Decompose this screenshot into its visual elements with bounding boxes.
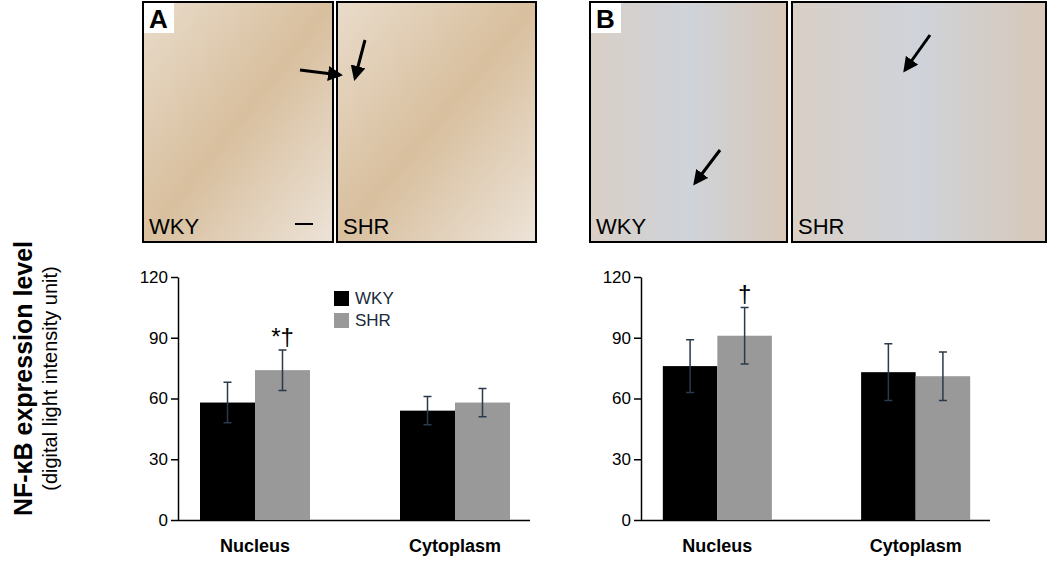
bar xyxy=(400,411,455,520)
micrograph-image xyxy=(337,2,536,242)
series xyxy=(717,307,970,520)
y-axis-title: (digital light intensity unit) xyxy=(39,266,61,491)
micrograph-panel: WKY A SHR xyxy=(143,2,536,242)
y-tick-label: 120 xyxy=(140,268,168,287)
series xyxy=(200,382,455,520)
y-tick-mark xyxy=(171,459,178,461)
plot-area xyxy=(200,350,510,520)
error-bar xyxy=(884,344,892,401)
chart: 0 30 60 90 120 Nucleus Cytoplasm *† WKY SHR xyxy=(140,268,530,556)
y-axis: 0 30 60 90 120 xyxy=(603,268,642,530)
micrograph-image xyxy=(143,2,333,242)
bar xyxy=(455,403,510,520)
error-bar xyxy=(424,396,432,424)
y-tick-mark xyxy=(634,459,641,461)
legend-label: SHR xyxy=(355,311,391,330)
scale-bar xyxy=(295,223,313,225)
y-tick-label: 90 xyxy=(612,329,631,348)
y-tick: 90 xyxy=(149,329,178,348)
y-axis: 0 30 60 90 120 xyxy=(140,268,179,530)
error-bar xyxy=(479,388,487,416)
plot-area xyxy=(663,307,970,520)
y-tick-label: 90 xyxy=(149,329,168,348)
y-tick-label: 0 xyxy=(622,511,631,530)
y-tick-mark xyxy=(171,277,178,279)
image-caption: WKY xyxy=(596,214,646,239)
x-tick: Nucleus xyxy=(220,536,290,556)
y-tick: 0 xyxy=(622,511,641,530)
x-tick-label: Cytoplasm xyxy=(870,536,962,556)
y-tick-label: 0 xyxy=(159,511,168,530)
error-bar xyxy=(224,382,232,423)
y-tick-label: 60 xyxy=(149,389,168,408)
image-caption: SHR xyxy=(798,214,844,239)
y-tick: 30 xyxy=(612,450,641,469)
panel-label-box xyxy=(144,3,174,33)
x-axis: Nucleus Cytoplasm xyxy=(178,521,530,556)
panel-label: B xyxy=(596,4,615,34)
legend: WKY SHR xyxy=(334,289,394,330)
x-tick: Nucleus xyxy=(682,536,752,556)
chart: 0 30 60 90 120 Nucleus Cytoplasm † xyxy=(603,268,990,556)
legend-swatch xyxy=(334,291,349,306)
panel-label: A xyxy=(149,4,168,34)
y-tick: 60 xyxy=(612,389,641,408)
figure: WKY A SHR WKY B SHR 0 30 60 90 120 Nucleus Cytoplasm… xyxy=(0,0,1050,576)
x-tick: Cytoplasm xyxy=(409,536,501,556)
y-tick: 0 xyxy=(159,511,178,530)
y-tick: 120 xyxy=(140,268,178,287)
image-caption: WKY xyxy=(149,214,199,239)
y-tick: 120 xyxy=(603,268,641,287)
y-tick-label: 60 xyxy=(612,389,631,408)
annotation: † xyxy=(738,280,751,307)
bar xyxy=(255,370,310,520)
error-bar xyxy=(741,307,749,364)
y-tick-mark xyxy=(634,338,641,340)
series xyxy=(255,350,510,520)
annotation: *† xyxy=(271,323,294,350)
arrow xyxy=(695,150,720,183)
y-tick-mark xyxy=(634,520,641,522)
y-tick: 90 xyxy=(612,329,641,348)
arrow xyxy=(905,35,930,70)
x-tick-label: Cytoplasm xyxy=(409,536,501,556)
x-tick: Cytoplasm xyxy=(870,536,962,556)
series xyxy=(663,340,916,520)
image-caption: SHR xyxy=(343,214,389,239)
y-axis-title: NF-κB expression level xyxy=(9,241,37,516)
y-tick-label: 30 xyxy=(149,450,168,469)
error-bar xyxy=(279,350,287,391)
error-bar xyxy=(939,352,947,401)
y-tick-label: 30 xyxy=(612,450,631,469)
micrograph-panel: WKY B SHR xyxy=(590,2,1046,242)
arrow xyxy=(355,40,365,78)
x-tick-label: Nucleus xyxy=(220,536,290,556)
micrograph-image xyxy=(590,2,787,242)
y-tick-mark xyxy=(171,398,178,400)
x-tick-label: Nucleus xyxy=(682,536,752,556)
legend-swatch xyxy=(334,313,349,328)
arrow xyxy=(300,70,340,75)
panel-label-box xyxy=(591,3,621,33)
y-tick-label: 120 xyxy=(603,268,631,287)
x-axis: Nucleus Cytoplasm xyxy=(641,521,990,556)
y-tick: 30 xyxy=(149,450,178,469)
y-tick: 60 xyxy=(149,389,178,408)
y-tick-mark xyxy=(634,398,641,400)
error-bar xyxy=(686,340,694,393)
legend-label: WKY xyxy=(355,289,394,308)
y-tick-mark xyxy=(171,338,178,340)
micrograph-image xyxy=(792,2,1046,242)
y-tick-mark xyxy=(171,520,178,522)
y-tick-mark xyxy=(634,277,641,279)
